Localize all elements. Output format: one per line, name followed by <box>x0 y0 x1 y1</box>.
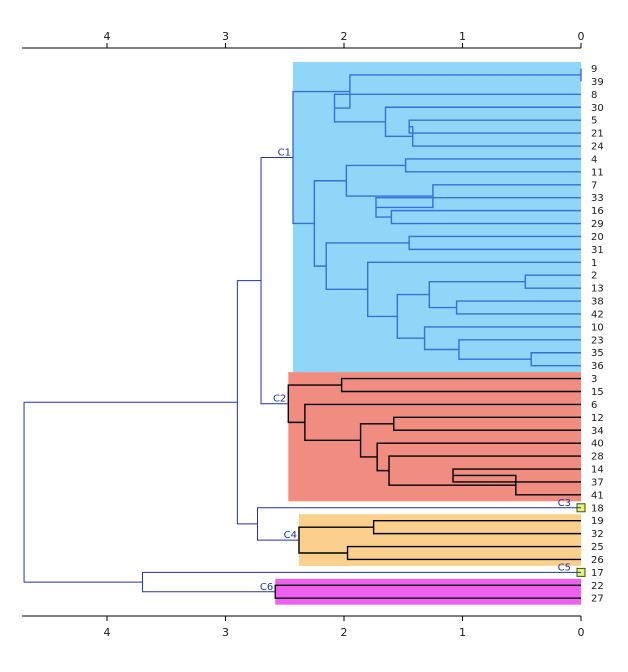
leaf-label: 30 <box>591 103 604 114</box>
leaf-label: 16 <box>591 206 604 217</box>
leaf-label: 41 <box>591 490 604 501</box>
leaf-label: 33 <box>591 193 604 204</box>
leaf-label: 40 <box>591 439 604 450</box>
leaf-label: 27 <box>591 594 604 605</box>
leaf-label: 25 <box>591 542 604 553</box>
leaf-label: 26 <box>591 555 604 566</box>
leaf-label: 24 <box>591 142 604 153</box>
leaf-label: 5 <box>591 116 597 127</box>
leaf-label: 38 <box>591 297 604 308</box>
leaf-label: 4 <box>591 154 597 165</box>
top-axis-tick-label: 2 <box>341 30 348 43</box>
leaf-label: 8 <box>591 90 597 101</box>
cluster-label: C5 <box>558 562 571 573</box>
bottom-axis-tick-label: 2 <box>341 626 348 639</box>
bottom-axis-tick-label: 3 <box>222 626 229 639</box>
top-axis-tick-label: 1 <box>459 30 466 43</box>
leaf-label: 6 <box>591 400 597 411</box>
cluster-boxes <box>275 62 586 605</box>
cluster-label: C1 <box>278 147 291 158</box>
leaf-label: 3 <box>591 374 597 385</box>
leaf-label: 42 <box>591 309 604 320</box>
cluster-c4-box <box>298 514 581 566</box>
cluster-c2-box <box>288 372 581 502</box>
leaf-label: 7 <box>591 180 597 191</box>
leaf-label: 29 <box>591 219 604 230</box>
cluster-c1-box <box>293 62 581 373</box>
dendrogram-link <box>236 280 262 525</box>
top-axis-tick-label: 0 <box>578 30 585 43</box>
leaf-labels: 9398305212441173316292031121338421023353… <box>591 64 604 605</box>
top-axis: 4 3 2 1 0 <box>22 30 585 49</box>
leaf-label: 21 <box>591 129 604 140</box>
cluster-label: C4 <box>284 530 297 541</box>
bottom-axis-tick-label: 1 <box>459 626 466 639</box>
leaf-label: 10 <box>591 322 604 333</box>
leaf-label: 20 <box>591 232 604 243</box>
cluster-c6-box <box>275 578 581 605</box>
cluster-label: C3 <box>558 498 571 509</box>
bottom-axis-tick-label: 4 <box>104 626 111 639</box>
leaf-label: 13 <box>591 284 604 295</box>
leaf-label: 17 <box>591 568 604 579</box>
bottom-axis: 4 3 2 1 0 <box>22 615 585 639</box>
dendrogram-link <box>23 401 238 583</box>
dendrogram-link <box>260 156 294 405</box>
leaf-label: 32 <box>591 529 604 540</box>
leaf-label: 22 <box>591 581 604 592</box>
leaf-label: 9 <box>591 64 597 75</box>
cluster-label: C2 <box>273 394 286 405</box>
leaf-label: 37 <box>591 477 604 488</box>
leaf-label: 18 <box>591 503 604 514</box>
leaf-label: 23 <box>591 335 604 346</box>
leaf-label: 34 <box>591 426 604 437</box>
leaf-label: 36 <box>591 361 604 372</box>
top-axis-tick-label: 3 <box>222 30 229 43</box>
leaf-label: 35 <box>591 348 604 359</box>
leaf-label: 1 <box>591 258 597 269</box>
top-axis-tick-label: 4 <box>104 30 111 43</box>
leaf-label: 12 <box>591 413 604 424</box>
leaf-label: 2 <box>591 271 597 282</box>
leaf-label: 39 <box>591 77 604 88</box>
cluster-labels: C1 C2 C3 C4 C5 C6 <box>260 147 571 592</box>
leaf-label: 15 <box>591 387 604 398</box>
dendrogram-links <box>23 68 582 599</box>
leaf-label: 28 <box>591 452 604 463</box>
leaf-label: 31 <box>591 245 604 256</box>
leaf-label: 14 <box>591 465 604 476</box>
leaf-label: 19 <box>591 516 604 527</box>
bottom-axis-tick-label: 0 <box>578 626 585 639</box>
cluster-label: C6 <box>260 582 273 593</box>
leaf-label: 11 <box>591 167 604 178</box>
